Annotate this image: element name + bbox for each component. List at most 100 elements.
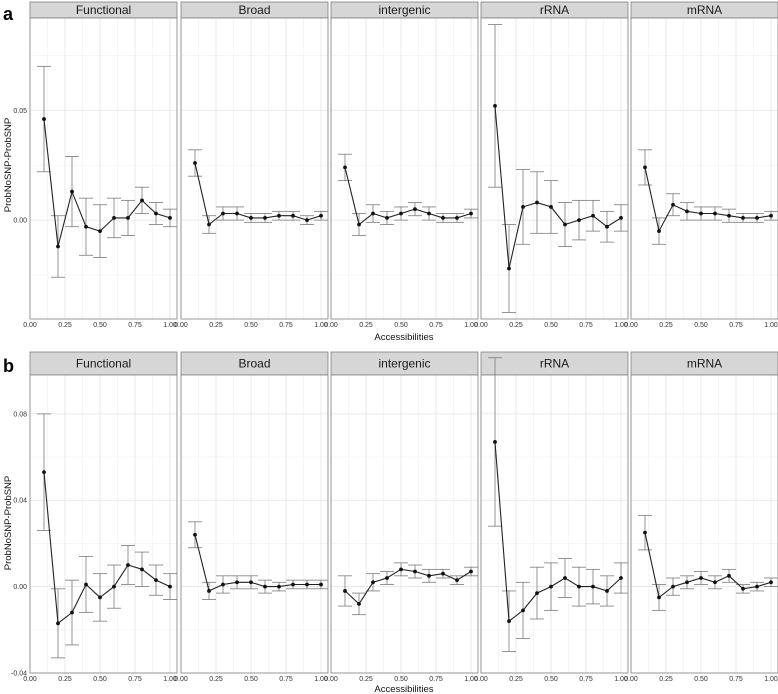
x-tick-label: 0.00 [174,322,188,329]
data-point [249,216,253,220]
x-tick-label: 0.50 [244,322,258,329]
data-point [521,608,525,613]
facet-rrna: rRNA 0.00 0.25 0.50 0.75 1.00 [474,1,629,329]
x-tick-label: 0.50 [394,322,408,329]
data-point [168,584,172,589]
x-tick-label: 0.25 [58,676,72,683]
facet-functional: Functional 0.00 0.25 0.50 0.75 1.00 [23,1,178,329]
data-point [413,207,417,212]
data-point [357,601,361,606]
x-tick-label: 0.50 [93,322,107,329]
x-tick-label: 1.00 [314,676,328,683]
facet-broad: Broad 0.00 0.25 0.50 0.75 1.00 [174,351,329,683]
x-tick-label: 0.00 [324,676,338,683]
data-point [535,591,539,596]
data-point [605,224,609,229]
plot-border [630,374,778,674]
x-tick-label: 0.25 [509,322,523,329]
data-point [305,582,309,587]
facet-intergenic: intergenic 0.00 0.25 0.50 0.75 1.00 [324,1,479,329]
data-point [619,216,623,220]
data-point [493,440,497,444]
x-tick-label: 0.50 [544,322,558,329]
x-tick-label: 0.50 [244,676,258,683]
x-tick-label: 0.00 [23,322,37,329]
series-line [194,534,321,592]
facet-strip-label: rRNA [540,357,569,371]
x-tick-label: 1.00 [464,322,478,329]
y-axis-title: ProbNoSNP-ProbSNP [3,476,14,571]
plot-border [180,374,329,674]
plot-border [480,17,629,320]
data-point [727,573,731,578]
x-tick-label: 0.25 [659,676,673,683]
x-tick-label: 0.75 [579,322,593,329]
x-tick-label: 0.75 [729,676,743,683]
facet-strip-label: Broad [238,357,270,371]
data-point [685,209,689,214]
plot-border [330,374,479,674]
data-point [207,589,211,593]
x-tick-label: 0.75 [279,676,293,683]
data-point [591,213,595,218]
data-point [112,216,116,220]
data-point [305,218,309,223]
data-point [56,621,60,626]
data-point [685,580,689,585]
data-point [140,198,144,203]
x-tick-label: 0.25 [359,676,373,683]
series-line [494,105,622,269]
y-tick-label: 0.00 [13,584,27,591]
x-tick-label: 0.25 [509,676,523,683]
plot-border [630,17,778,320]
x-tick-label: 0.50 [544,676,558,683]
data-point [577,218,581,223]
data-point [154,578,158,583]
data-point [671,584,675,589]
data-point [769,213,773,218]
y-tick-label: 0.08 [13,411,27,418]
data-point [455,578,459,583]
data-point [727,213,731,218]
data-point [399,567,403,572]
facet-strip-label: mRNA [687,3,722,17]
y-tick-label: 0.04 [13,498,27,505]
data-point [699,211,703,216]
data-point [291,213,295,218]
data-point [643,530,647,535]
data-point [713,580,717,585]
data-point [249,580,253,585]
data-point [84,224,88,229]
data-point [671,202,675,207]
x-tick-label: 1.00 [614,322,628,329]
x-tick-label: 1.00 [163,322,177,329]
data-point [56,244,60,249]
data-point [713,211,717,216]
data-point [441,216,445,220]
data-point [112,584,116,589]
data-point [577,584,581,589]
x-axis-title: Accessibilities [374,684,433,694]
x-tick-label: 0.25 [359,322,373,329]
data-point [385,576,389,580]
data-point [591,584,595,589]
data-point [319,582,323,587]
x-tick-label: 0.00 [474,322,488,329]
x-tick-label: 0.25 [209,676,223,683]
data-point [699,576,703,580]
plot-area [331,375,478,673]
data-point [413,569,417,574]
x-tick-label: 0.00 [23,676,37,683]
facet-strip-label: rRNA [540,3,569,17]
y-tick-label: 0.00 [13,218,27,225]
data-point [140,567,144,572]
chart-b: ProbNoSNP-ProbSNP-0.040.000.040.08Access… [3,351,778,694]
data-point [221,582,225,587]
plot-area [631,375,778,673]
facet-strip-label: Broad [238,3,270,17]
data-point [441,571,445,576]
plot-area [181,18,328,319]
series-line [43,472,171,625]
data-point [70,610,74,615]
